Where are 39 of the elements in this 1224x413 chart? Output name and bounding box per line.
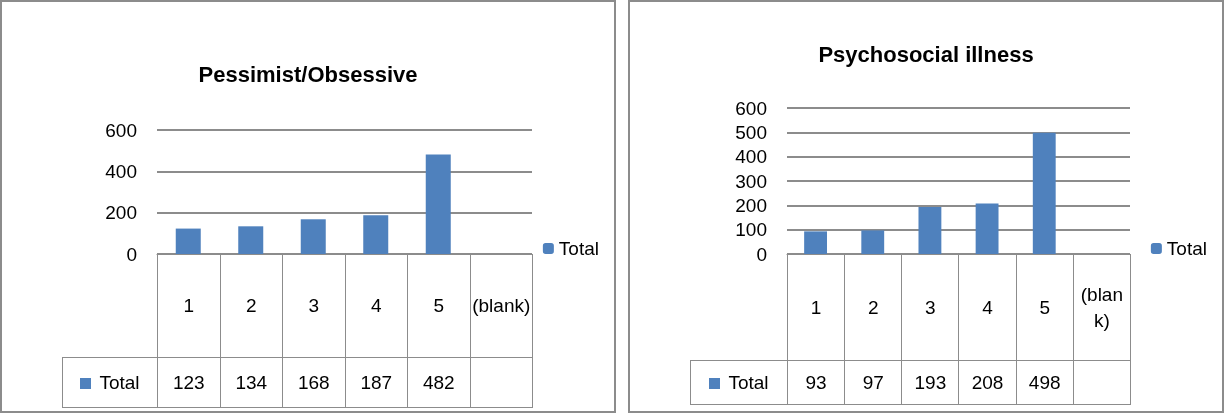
data-label: 97 [844,360,902,405]
x-tick-label: 1 [157,254,220,358]
x-tick-label: 3 [901,254,959,361]
x-tick-label: (blank) [470,254,533,358]
y-tick-label: 300 [735,170,767,192]
x-tick-label: 5 [1016,254,1074,361]
x-tick-label: 2 [220,254,283,358]
data-label: 134 [220,357,283,408]
text: Total [99,371,140,393]
legend-label: Total [1166,238,1208,259]
y-tick-label: 200 [105,202,137,224]
y-tick-label: 0 [126,243,137,265]
x-tick-label: 5 [407,254,470,358]
data-label: 123 [157,357,220,408]
y-tick-label: 400 [735,146,767,168]
x-tick-label: 4 [958,254,1017,361]
y-tick-label: 600 [735,97,767,119]
x-tick-label: 3 [282,254,345,358]
data-label: 187 [345,357,408,408]
y-tick-label: 100 [735,219,767,241]
data-label: 168 [282,357,345,408]
y-tick-label: 500 [735,121,767,143]
y-tick-label: 600 [105,119,137,141]
chart-title: Pessimist/Obsessive [198,61,418,87]
data-label: 208 [958,360,1017,405]
chart-title: Psychosocial illness [818,41,1034,67]
data-label: 193 [901,360,959,405]
text: Total [728,371,769,393]
data-label: 498 [1016,360,1074,405]
data-label: 93 [787,360,845,405]
y-tick-label: 200 [735,194,767,216]
y-tick-label: 400 [105,160,137,182]
data-label: 482 [407,357,470,408]
x-tick-label: (blank) [1073,254,1131,361]
x-tick-label: 4 [345,254,408,358]
y-tick-label: 0 [756,243,767,265]
legend-label: Total [558,238,600,259]
x-tick-label: 2 [844,254,902,361]
x-tick-label: 1 [787,254,845,361]
